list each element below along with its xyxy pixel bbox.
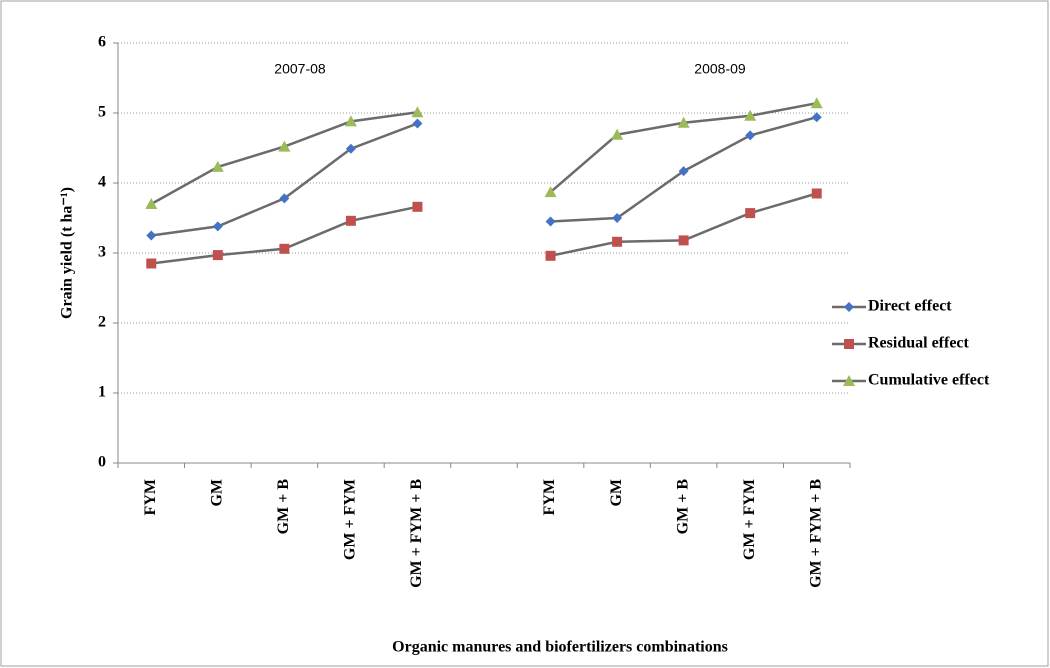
legend-label: Residual effect <box>868 335 970 352</box>
x-tick-label: GM + FYM + B <box>807 479 824 588</box>
marker <box>810 97 823 109</box>
marker <box>745 208 756 219</box>
legend-label: Direct effect <box>868 298 952 315</box>
marker <box>345 215 356 226</box>
y-tick-label: 4 <box>98 174 106 191</box>
x-tick-label: GM + B <box>275 479 292 535</box>
marker <box>744 109 757 121</box>
marker <box>544 186 557 198</box>
marker <box>612 236 623 247</box>
marker <box>211 160 224 172</box>
annotation: 2008-09 <box>694 61 746 77</box>
marker <box>212 250 223 261</box>
y-tick-label: 3 <box>98 244 106 261</box>
marker <box>146 230 157 241</box>
marker <box>677 116 690 128</box>
marker <box>843 375 855 386</box>
x-tick-label: GM + FYM + B <box>408 479 425 588</box>
x-axis-label: Organic manures and biofertilizers combi… <box>392 639 728 656</box>
marker <box>344 115 357 127</box>
marker <box>678 166 689 177</box>
marker <box>345 143 356 154</box>
marker <box>612 213 623 223</box>
x-tick-label: GM + B <box>674 479 691 535</box>
x-tick-label: GM + FYM <box>342 479 359 560</box>
marker <box>145 198 158 209</box>
x-tick-label: GM + FYM <box>741 479 758 560</box>
y-tick-label: 5 <box>98 104 106 121</box>
marker <box>844 339 854 349</box>
marker <box>745 130 756 141</box>
marker <box>545 216 556 227</box>
x-tick-label: FYM <box>142 479 159 515</box>
x-tick-label: FYM <box>541 479 558 515</box>
marker <box>811 112 822 123</box>
legend-label: Cumulative effect <box>868 372 990 389</box>
x-tick-label: GM <box>208 479 225 507</box>
x-tick-label: GM <box>608 479 625 507</box>
marker <box>146 258 157 269</box>
marker <box>811 188 822 199</box>
y-axis-label: Grain yield (t ha⁻¹) <box>59 187 76 319</box>
marker <box>279 243 290 254</box>
marker <box>611 128 624 140</box>
marker <box>411 106 424 118</box>
y-tick-label: 6 <box>98 34 106 51</box>
marker <box>844 302 854 312</box>
marker <box>278 140 291 152</box>
marker <box>545 250 556 261</box>
annotation: 2007-08 <box>274 61 326 77</box>
y-tick-label: 0 <box>98 454 106 471</box>
marker <box>279 193 290 204</box>
marker <box>678 235 689 246</box>
y-tick-label: 1 <box>98 384 106 401</box>
marker <box>212 221 223 232</box>
y-tick-label: 2 <box>98 314 106 331</box>
marker <box>412 201 423 212</box>
marker <box>412 118 423 129</box>
